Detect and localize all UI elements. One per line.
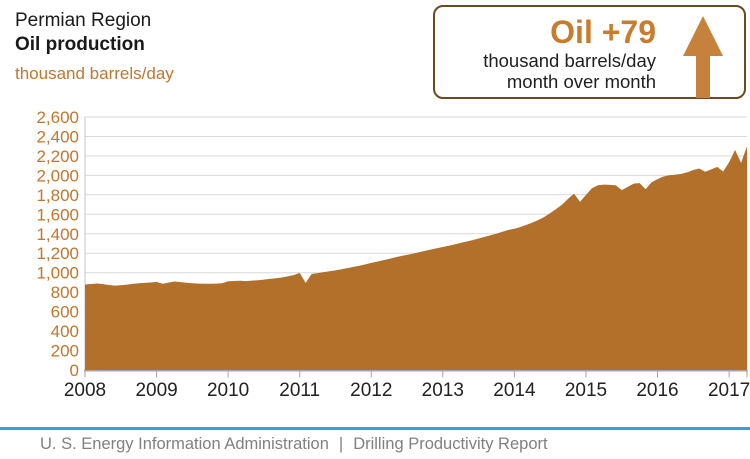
metric-title: Oil production [15, 34, 145, 55]
y-axis-label: 400 [51, 322, 79, 341]
title-block: Permian Region Oil production thousand b… [15, 9, 174, 84]
x-axis-label: 2009 [135, 380, 177, 401]
oil-production-series [85, 146, 747, 370]
y-axis-label: 1,600 [36, 205, 79, 224]
up-arrow-icon [683, 16, 723, 98]
region-title: Permian Region [15, 10, 152, 31]
x-axis-label: 2008 [64, 380, 106, 401]
production-area-chart: 2008 2009 2010 2011 2012 2013 2014 2015 2016 2017… [36, 108, 750, 401]
callout-text: Oil +79 thousand barrels/day month over … [483, 14, 656, 92]
x-axis-label: 2010 [207, 380, 249, 401]
y-axis-label: 0 [70, 361, 79, 380]
y-axis-label: 1,400 [36, 225, 79, 244]
callout-box: Oil +79 thousand barrels/day month over … [433, 5, 746, 99]
y-axis-label: 1,000 [36, 264, 79, 283]
x-axis-label: 2013 [422, 380, 464, 401]
y-axis-label: 2,000 [36, 166, 79, 185]
footer-source: U. S. Energy Information Administration [40, 435, 329, 453]
x-axis-label: 2014 [493, 380, 536, 401]
y-axis-units-label: thousand barrels/day [15, 64, 174, 83]
callout-period-line: month over month [506, 71, 656, 92]
x-axis-label: 2016 [636, 380, 678, 401]
footer-separator: | [338, 435, 344, 453]
x-axis-label: 2011 [279, 380, 320, 401]
callout-headline: Oil +79 [550, 14, 656, 50]
y-axis-label: 2,600 [36, 108, 79, 127]
footer-divider [0, 427, 750, 430]
x-axis-label: 2017 [708, 380, 750, 401]
callout-units-line: thousand barrels/day [483, 50, 656, 71]
footer: U. S. Energy Information Administration |… [40, 435, 548, 454]
y-axis-label: 1,800 [36, 186, 79, 205]
x-axis-label: 2015 [565, 380, 607, 401]
y-axis-label: 2,200 [36, 147, 79, 166]
y-axis-label: 600 [51, 303, 79, 322]
y-axis-label: 200 [51, 342, 79, 361]
y-axis-label: 2,400 [36, 128, 79, 147]
footer-report: Drilling Productivity Report [353, 435, 548, 453]
x-axis-label: 2012 [350, 380, 392, 401]
y-axis-label: 1,200 [36, 244, 79, 263]
y-axis-label: 800 [51, 283, 79, 302]
